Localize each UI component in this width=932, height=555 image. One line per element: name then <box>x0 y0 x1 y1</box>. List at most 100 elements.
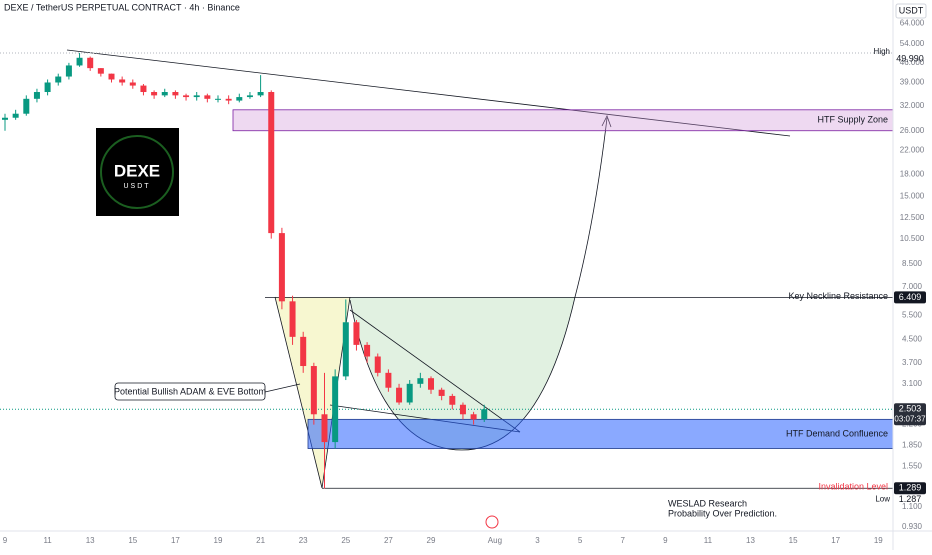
x-tick-label: 25 <box>341 536 350 545</box>
candle-body <box>183 95 190 98</box>
candle-body <box>2 117 8 120</box>
y-tick-label: 1.100 <box>902 502 923 511</box>
y-tick-label: 1.850 <box>902 440 923 449</box>
candle-body <box>23 98 30 114</box>
candle-body <box>417 378 424 384</box>
y-tick-label: 26.000 <box>900 126 925 135</box>
candle-body <box>246 95 253 98</box>
y-tick-label: 54.000 <box>900 39 925 48</box>
low-name: Low <box>875 495 890 504</box>
candle-body <box>161 92 168 96</box>
candle-body <box>300 336 307 367</box>
x-tick-label: 15 <box>128 536 137 545</box>
x-tick-label: 17 <box>831 536 840 545</box>
x-tick-label: 11 <box>704 536 713 545</box>
y-tick-label: 18.000 <box>900 170 925 179</box>
y-tick-label: 46.000 <box>900 58 925 67</box>
y-tick-label: 1.550 <box>902 461 923 470</box>
y-tick-label: 64.000 <box>900 19 925 28</box>
x-tick-label: 19 <box>214 536 223 545</box>
x-tick-label: 13 <box>746 536 755 545</box>
trend-line <box>66 49 791 137</box>
candle-body <box>140 85 147 93</box>
y-tick-label: 15.000 <box>900 191 925 200</box>
arrow-head <box>601 114 612 128</box>
low-value: 1.287 <box>899 494 922 504</box>
candle-body <box>385 372 392 388</box>
x-tick-label: 7 <box>620 536 625 545</box>
candle-body <box>332 376 339 443</box>
candle-body <box>278 233 285 302</box>
logo-name: DEXE <box>114 161 160 180</box>
logo-ring <box>100 135 174 209</box>
x-tick-label: 15 <box>789 536 798 545</box>
zone-label: HTF Supply Zone <box>817 115 888 125</box>
candle-body <box>12 113 19 118</box>
zone <box>307 418 894 449</box>
candle-body <box>108 73 115 80</box>
wedge-upper <box>349 309 521 433</box>
candle-body <box>342 322 349 377</box>
callout-box <box>114 382 266 401</box>
price-tag-label: 6.409 <box>899 292 922 302</box>
y-tick-label: 3.100 <box>902 379 923 388</box>
last-price-tag <box>894 403 926 426</box>
x-tick-label: 3 <box>535 536 540 545</box>
eve-area <box>350 297 575 450</box>
high-value: 49.990 <box>896 53 924 63</box>
zone-label: HTF Demand Confluence <box>786 428 888 438</box>
candle-body <box>225 98 232 101</box>
candle-body <box>236 97 243 101</box>
y-tick-label: 4.500 <box>902 335 923 344</box>
y-tick-label: 10.500 <box>900 234 925 243</box>
level-label: Invalidation Level <box>818 482 888 492</box>
x-tick-label: 29 <box>427 536 436 545</box>
candle-body <box>55 76 62 83</box>
callout-line <box>264 383 301 393</box>
candle-body <box>215 98 221 100</box>
candle-body <box>364 344 371 357</box>
candle-body <box>459 404 466 415</box>
y-tick-label: 7.000 <box>902 282 923 291</box>
candle-body <box>65 65 72 77</box>
x-tick-label: 21 <box>256 536 265 545</box>
last-price-label: 2.503 <box>899 404 922 414</box>
logo <box>96 128 179 216</box>
chart-title: DEXE / TetherUS PERPETUAL CONTRACT · 4h … <box>4 2 240 12</box>
candle-body <box>428 378 434 390</box>
candle-body <box>151 92 158 96</box>
candle-body <box>33 92 40 99</box>
price-tag <box>894 482 926 495</box>
candle-body <box>172 92 179 96</box>
x-tick-label: 27 <box>384 536 393 545</box>
candle-body <box>470 414 477 420</box>
y-tick-label: 22.000 <box>900 146 925 155</box>
callout-text: Potential Bullish ADAM & EVE Bottom <box>114 386 266 396</box>
candle-body <box>374 356 381 373</box>
watermark: WESLAD Research <box>668 498 747 508</box>
candle-body <box>438 389 445 396</box>
x-tick-label: 5 <box>578 536 583 545</box>
candle-body <box>406 383 413 403</box>
candle-body <box>396 387 403 403</box>
candle-body <box>97 68 104 74</box>
level-label: Key Neckline Resistance <box>788 291 888 301</box>
candle-body <box>193 95 200 98</box>
candle-body <box>204 95 211 99</box>
price-tag <box>894 291 926 304</box>
countdown: 03:07:37 <box>894 414 926 423</box>
x-tick-label: 17 <box>171 536 180 545</box>
x-tick-label: 9 <box>663 536 668 545</box>
x-tick-label: 23 <box>299 536 308 545</box>
y-tick-label: 0.930 <box>902 522 923 531</box>
candle-body <box>310 366 317 415</box>
candle-body <box>87 57 94 69</box>
x-tick-label: 13 <box>86 536 95 545</box>
y-tick-label: 5.500 <box>902 311 923 320</box>
price-axis <box>893 0 932 550</box>
drawings: Potential Bullish ADAM & EVE Bottom DEXE… <box>66 49 894 529</box>
candle-body <box>321 414 328 443</box>
currency: USDT <box>899 5 924 15</box>
